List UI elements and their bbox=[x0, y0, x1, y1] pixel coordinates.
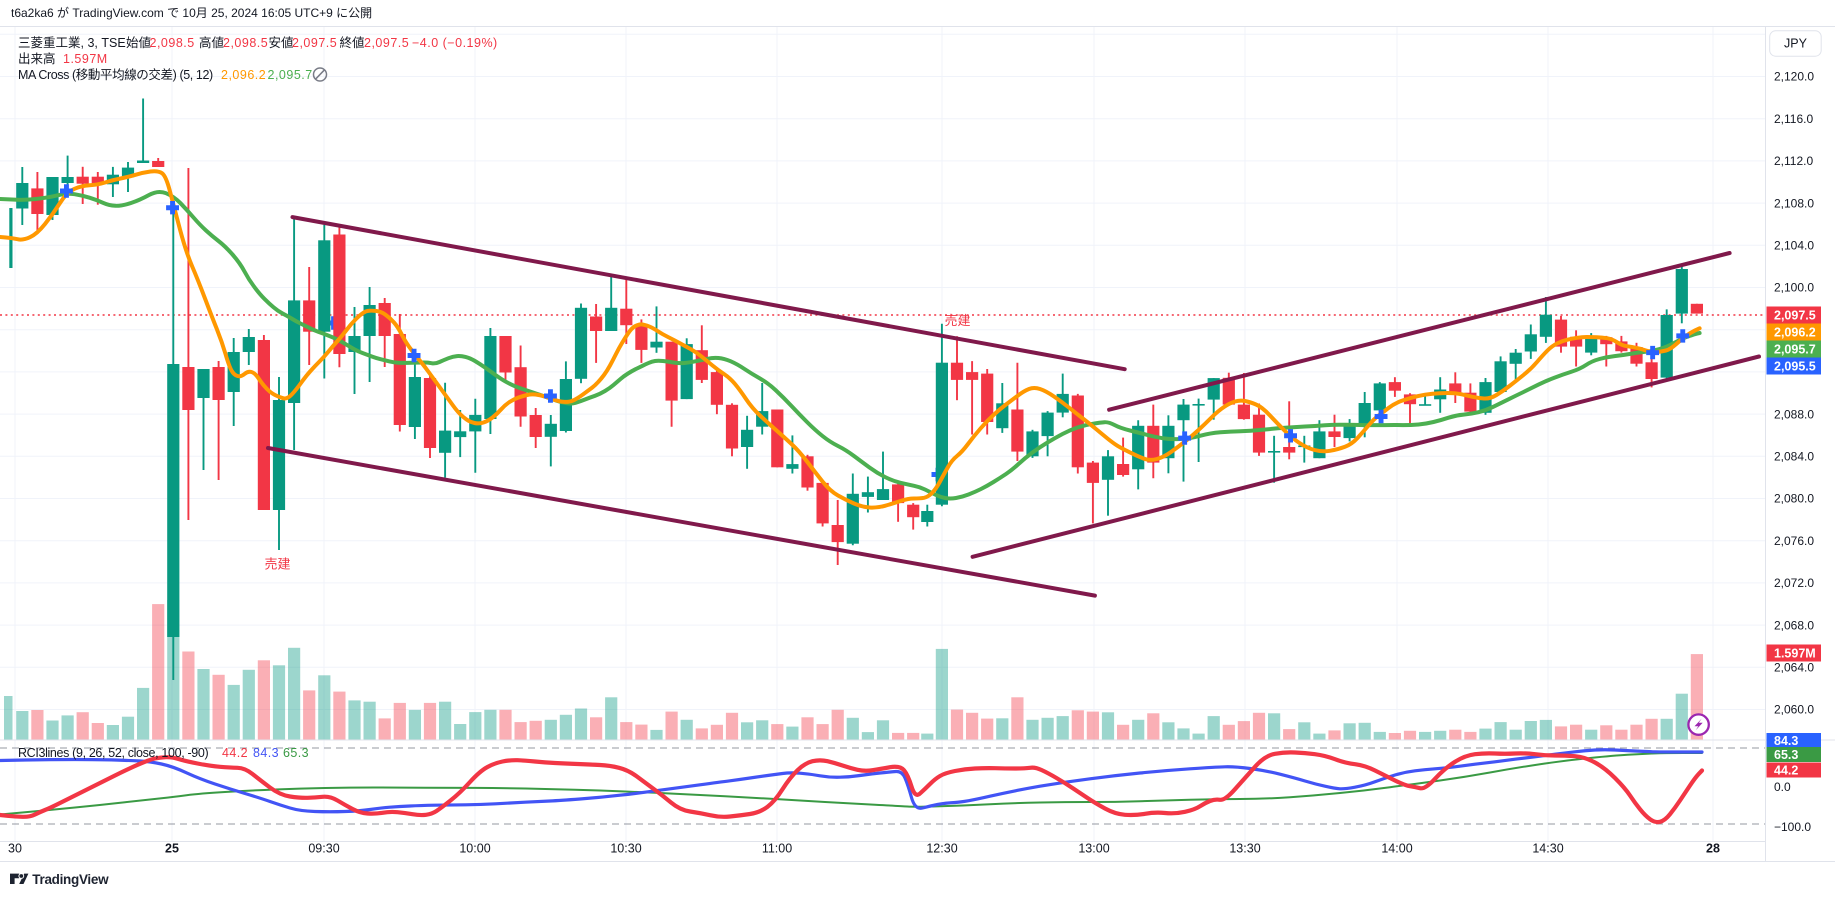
svg-text:終値: 終値 bbox=[340, 35, 365, 50]
svg-text:12:30: 12:30 bbox=[926, 842, 957, 856]
svg-text:2,064.0: 2,064.0 bbox=[1774, 661, 1814, 675]
svg-text:2,108.0: 2,108.0 bbox=[1774, 196, 1814, 210]
svg-text:高値: 高値 bbox=[199, 35, 224, 50]
svg-text:09:30: 09:30 bbox=[308, 842, 339, 856]
svg-text:25: 25 bbox=[165, 842, 179, 856]
svg-text:11:00: 11:00 bbox=[762, 842, 792, 856]
svg-text:2,100.0: 2,100.0 bbox=[1774, 281, 1814, 295]
svg-text:13:00: 13:00 bbox=[1078, 842, 1109, 856]
svg-text:2,076.0: 2,076.0 bbox=[1774, 534, 1814, 548]
svg-text:2,095.7: 2,095.7 bbox=[1774, 342, 1816, 356]
svg-text:2,084.0: 2,084.0 bbox=[1774, 450, 1814, 464]
svg-text:JPY: JPY bbox=[1784, 37, 1808, 51]
svg-text:MA Cross (移動平均線の交差) (5, 12): MA Cross (移動平均線の交差) (5, 12) bbox=[18, 67, 213, 82]
svg-text:−4.0 (−0.19%): −4.0 (−0.19%) bbox=[412, 36, 498, 50]
svg-text:0.0: 0.0 bbox=[1774, 780, 1791, 794]
svg-text:2,096.2: 2,096.2 bbox=[1774, 325, 1816, 339]
svg-text:1.597M: 1.597M bbox=[63, 52, 108, 66]
svg-text:2,097.5: 2,097.5 bbox=[1774, 308, 1816, 322]
svg-text:28: 28 bbox=[1706, 842, 1720, 856]
svg-text:84.3: 84.3 bbox=[253, 746, 279, 760]
svg-text:出来高: 出来高 bbox=[18, 51, 56, 66]
svg-text:2,098.5: 2,098.5 bbox=[223, 36, 268, 50]
svg-text:14:00: 14:00 bbox=[1381, 842, 1412, 856]
svg-text:RCI3lines (9, 26, 52, close, 1: RCI3lines (9, 26, 52, close, 100, -90) bbox=[18, 746, 208, 760]
svg-text:2,116.0: 2,116.0 bbox=[1774, 112, 1813, 126]
svg-text:2,060.0: 2,060.0 bbox=[1774, 703, 1814, 717]
svg-text:始値: 始値 bbox=[126, 35, 151, 50]
svg-text:2,080.0: 2,080.0 bbox=[1774, 492, 1814, 506]
svg-text:2,104.0: 2,104.0 bbox=[1774, 239, 1814, 253]
svg-text:2,068.0: 2,068.0 bbox=[1774, 618, 1814, 632]
svg-text:TradingView: TradingView bbox=[32, 872, 109, 887]
svg-text:売建: 売建 bbox=[264, 557, 290, 572]
svg-text:2,088.0: 2,088.0 bbox=[1774, 407, 1814, 421]
svg-text:44.2: 44.2 bbox=[1774, 763, 1798, 777]
svg-text:2,097.5: 2,097.5 bbox=[364, 36, 409, 50]
svg-text:2,072.0: 2,072.0 bbox=[1774, 576, 1814, 590]
svg-text:65.3: 65.3 bbox=[1774, 748, 1798, 762]
svg-text:30: 30 bbox=[8, 842, 22, 856]
svg-text:−100.0: −100.0 bbox=[1774, 820, 1811, 834]
svg-text:10:30: 10:30 bbox=[610, 842, 641, 856]
svg-text:65.3: 65.3 bbox=[283, 746, 309, 760]
svg-text:三菱重工業, 3, TSE: 三菱重工業, 3, TSE bbox=[18, 35, 126, 50]
svg-text:2,112.0: 2,112.0 bbox=[1774, 154, 1813, 168]
svg-text:2,097.5: 2,097.5 bbox=[292, 36, 337, 50]
svg-text:84.3: 84.3 bbox=[1774, 734, 1798, 748]
svg-text:14:30: 14:30 bbox=[1532, 842, 1563, 856]
svg-text:2,120.0: 2,120.0 bbox=[1774, 70, 1814, 84]
svg-text:2,098.5: 2,098.5 bbox=[150, 36, 195, 50]
svg-text:2,096.2: 2,096.2 bbox=[221, 68, 266, 82]
svg-text:2,095.5: 2,095.5 bbox=[1774, 359, 1816, 373]
svg-text:安値: 安値 bbox=[269, 35, 294, 50]
svg-text:13:30: 13:30 bbox=[1229, 842, 1260, 856]
svg-text:1.597M: 1.597M bbox=[1774, 646, 1816, 660]
svg-text:t6a2ka6 が TradingView.com で 10: t6a2ka6 が TradingView.com で 10月 25, 2024… bbox=[11, 5, 372, 20]
svg-text:10:00: 10:00 bbox=[459, 842, 490, 856]
svg-text:2,095.7: 2,095.7 bbox=[268, 68, 313, 82]
svg-text:44.2: 44.2 bbox=[222, 746, 248, 760]
svg-text:売建: 売建 bbox=[944, 313, 970, 328]
